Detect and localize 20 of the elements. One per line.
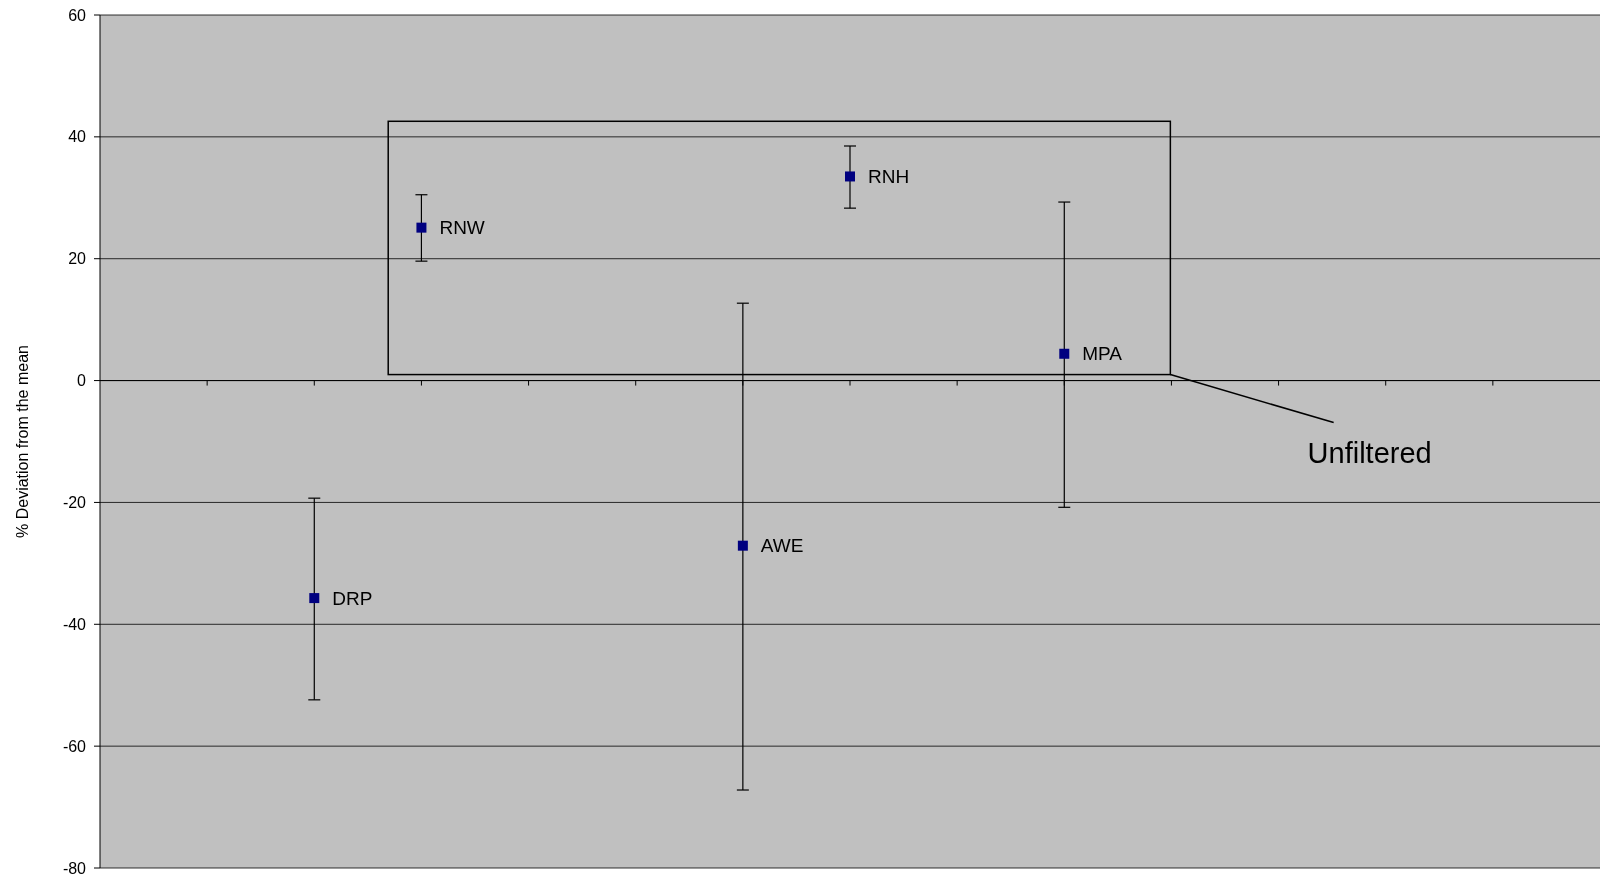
annotation: AWE — [760, 535, 804, 557]
y-axis-title: % Deviation from the mean — [14, 345, 31, 538]
point — [1059, 348, 1070, 359]
annotation: RNW — [439, 217, 485, 239]
point — [309, 593, 320, 604]
y-tick-label: 0 — [77, 372, 87, 390]
annotation: RNH — [868, 166, 910, 188]
y-tick-label: 60 — [68, 6, 87, 24]
annotation: Unfiltered — [1307, 436, 1432, 469]
y-tick-label: 40 — [68, 128, 87, 146]
point — [845, 171, 855, 182]
y-tick-label: -20 — [62, 494, 87, 512]
point — [416, 222, 427, 233]
annotation: MPA — [1082, 343, 1123, 365]
point — [737, 540, 748, 551]
annotation: DRP — [332, 587, 373, 609]
y-tick-label: -60 — [62, 737, 87, 755]
y-tick-label: -80 — [62, 859, 87, 877]
y-tick-label: -40 — [62, 615, 87, 633]
y-tick-label: 20 — [68, 250, 87, 268]
